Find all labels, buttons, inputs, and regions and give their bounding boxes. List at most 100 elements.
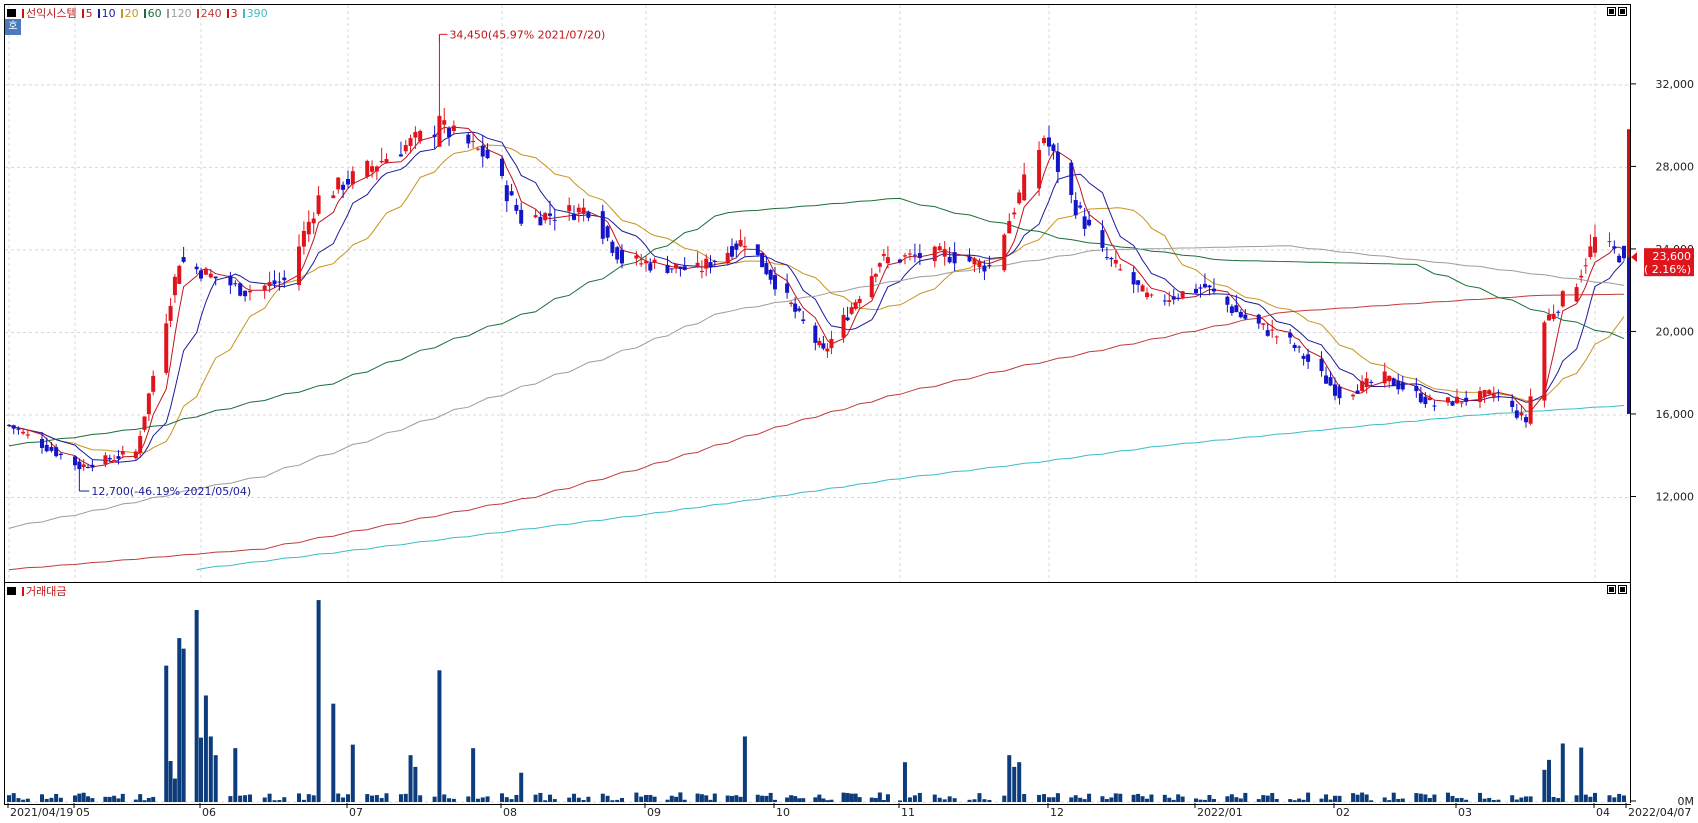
- volume-bar: [282, 797, 287, 802]
- volume-bar: [1022, 794, 1027, 802]
- volume-bar: [1400, 798, 1405, 802]
- candle-body: [1547, 314, 1551, 321]
- candle-body: [797, 308, 802, 311]
- panel-menu-icon[interactable]: [7, 587, 16, 595]
- side-tab-button[interactable]: 호: [5, 19, 21, 35]
- candle-body: [81, 464, 86, 468]
- volume-bar: [917, 792, 922, 802]
- candle-body: [1047, 137, 1051, 147]
- ma-legend-item[interactable]: 120: [166, 7, 192, 20]
- candle-body: [742, 246, 747, 248]
- low-annotation: 12,700(-46.19% 2021/05/04): [91, 485, 251, 498]
- volume-bar: [151, 796, 156, 802]
- volume-bar: [181, 648, 186, 802]
- ma-legend-item[interactable]: 60: [143, 7, 162, 20]
- volume-bar: [1382, 797, 1387, 802]
- volume-bar: [1556, 798, 1561, 802]
- candle-body: [103, 455, 108, 465]
- maximize-icon[interactable]: [1618, 585, 1627, 594]
- candle-body: [738, 240, 743, 247]
- ma-legend-label: 5: [85, 6, 93, 20]
- volume-bar: [73, 795, 77, 802]
- candle-body: [370, 166, 375, 172]
- candle-body: [1073, 200, 1078, 216]
- candle-body: [764, 263, 769, 275]
- maximize-icon[interactable]: [1618, 7, 1627, 16]
- candle-body: [1202, 283, 1207, 288]
- volume-bar: [277, 800, 282, 802]
- date-axis: 2021/04/19 05 06 07 08 09 10 11 12 2022/01 02 03 04 2…: [7, 803, 1691, 819]
- price-chart-panel: 34,450(45.97% 2021/07/20) 12,700(-46.19% …: [4, 4, 1631, 583]
- candle-body: [301, 230, 306, 247]
- candle-body: [1445, 397, 1450, 403]
- candle-body: [841, 314, 846, 338]
- candle-body: [682, 266, 687, 270]
- volume-bar: [1194, 798, 1198, 802]
- volume-bar: [1131, 794, 1136, 802]
- volume-bar: [1593, 792, 1597, 802]
- candle-body: [1225, 296, 1230, 305]
- ma-legend-item[interactable]: 10: [97, 6, 116, 20]
- candle-body: [1556, 311, 1561, 313]
- volume-bar: [977, 793, 982, 802]
- price-axis-label: 32,000: [1656, 78, 1695, 91]
- ma-5-line: [8, 126, 1625, 468]
- candle-body: [272, 280, 277, 285]
- candle-body: [1194, 288, 1198, 294]
- volume-bar: [341, 797, 346, 802]
- volume-legend: 거래대금: [7, 584, 66, 598]
- volume-bar: [194, 610, 199, 802]
- candle-body: [648, 263, 653, 271]
- candle-body: [1171, 296, 1176, 300]
- candle-body: [1243, 314, 1248, 319]
- ma-legend-item[interactable]: 3: [226, 7, 238, 20]
- date-label: 06: [202, 806, 216, 819]
- volume-bar: [1234, 797, 1239, 802]
- volume-bar: [1464, 799, 1469, 802]
- volume-bar: [600, 793, 605, 802]
- volume-bar: [336, 793, 341, 802]
- candle-body: [1274, 336, 1279, 338]
- minimize-icon[interactable]: [1607, 585, 1616, 594]
- volume-bar: [267, 793, 272, 802]
- candle-body: [1491, 394, 1496, 397]
- volume-title: 거래대금: [26, 585, 67, 598]
- volume-bar: [1622, 795, 1626, 802]
- candle-body: [907, 253, 912, 255]
- candle-body: [639, 263, 644, 265]
- volume-bar: [86, 796, 91, 802]
- volume-bar: [1524, 796, 1528, 802]
- candle-body: [1455, 396, 1459, 404]
- candle-body: [610, 241, 615, 253]
- volume-bar: [652, 796, 657, 802]
- ma-legend-item[interactable]: 5: [81, 6, 93, 20]
- price-axis-label: 28,000: [1656, 160, 1695, 173]
- candle-body: [877, 263, 882, 267]
- candle-body: [346, 179, 350, 185]
- ma-legend-item[interactable]: 20: [120, 7, 139, 20]
- candle-body: [54, 447, 59, 457]
- volume-bar: [346, 794, 350, 802]
- minimize-icon[interactable]: [1607, 7, 1616, 16]
- ma-legend-label: 10: [101, 6, 116, 20]
- volume-bar: [725, 795, 730, 802]
- volume-bar: [120, 793, 125, 802]
- volume-bar: [311, 795, 316, 802]
- candle-body: [620, 249, 624, 264]
- volume-bar: [898, 800, 902, 802]
- volume-bar: [504, 797, 509, 802]
- ma-legend-item[interactable]: 240: [196, 7, 222, 20]
- candle-body: [331, 195, 336, 199]
- candle-body: [151, 375, 156, 392]
- candle-body: [755, 244, 760, 256]
- candle-body: [849, 307, 854, 314]
- candle-body: [972, 258, 977, 265]
- volume-bar: [432, 796, 437, 802]
- candle-body: [1382, 371, 1387, 384]
- candle-body: [1140, 285, 1145, 292]
- volume-bar: [849, 793, 854, 802]
- volume-bar: [1551, 796, 1556, 802]
- ma-legend-item[interactable]: 390: [242, 7, 268, 20]
- volume-bar: [773, 799, 777, 802]
- panel-menu-icon[interactable]: [7, 9, 16, 17]
